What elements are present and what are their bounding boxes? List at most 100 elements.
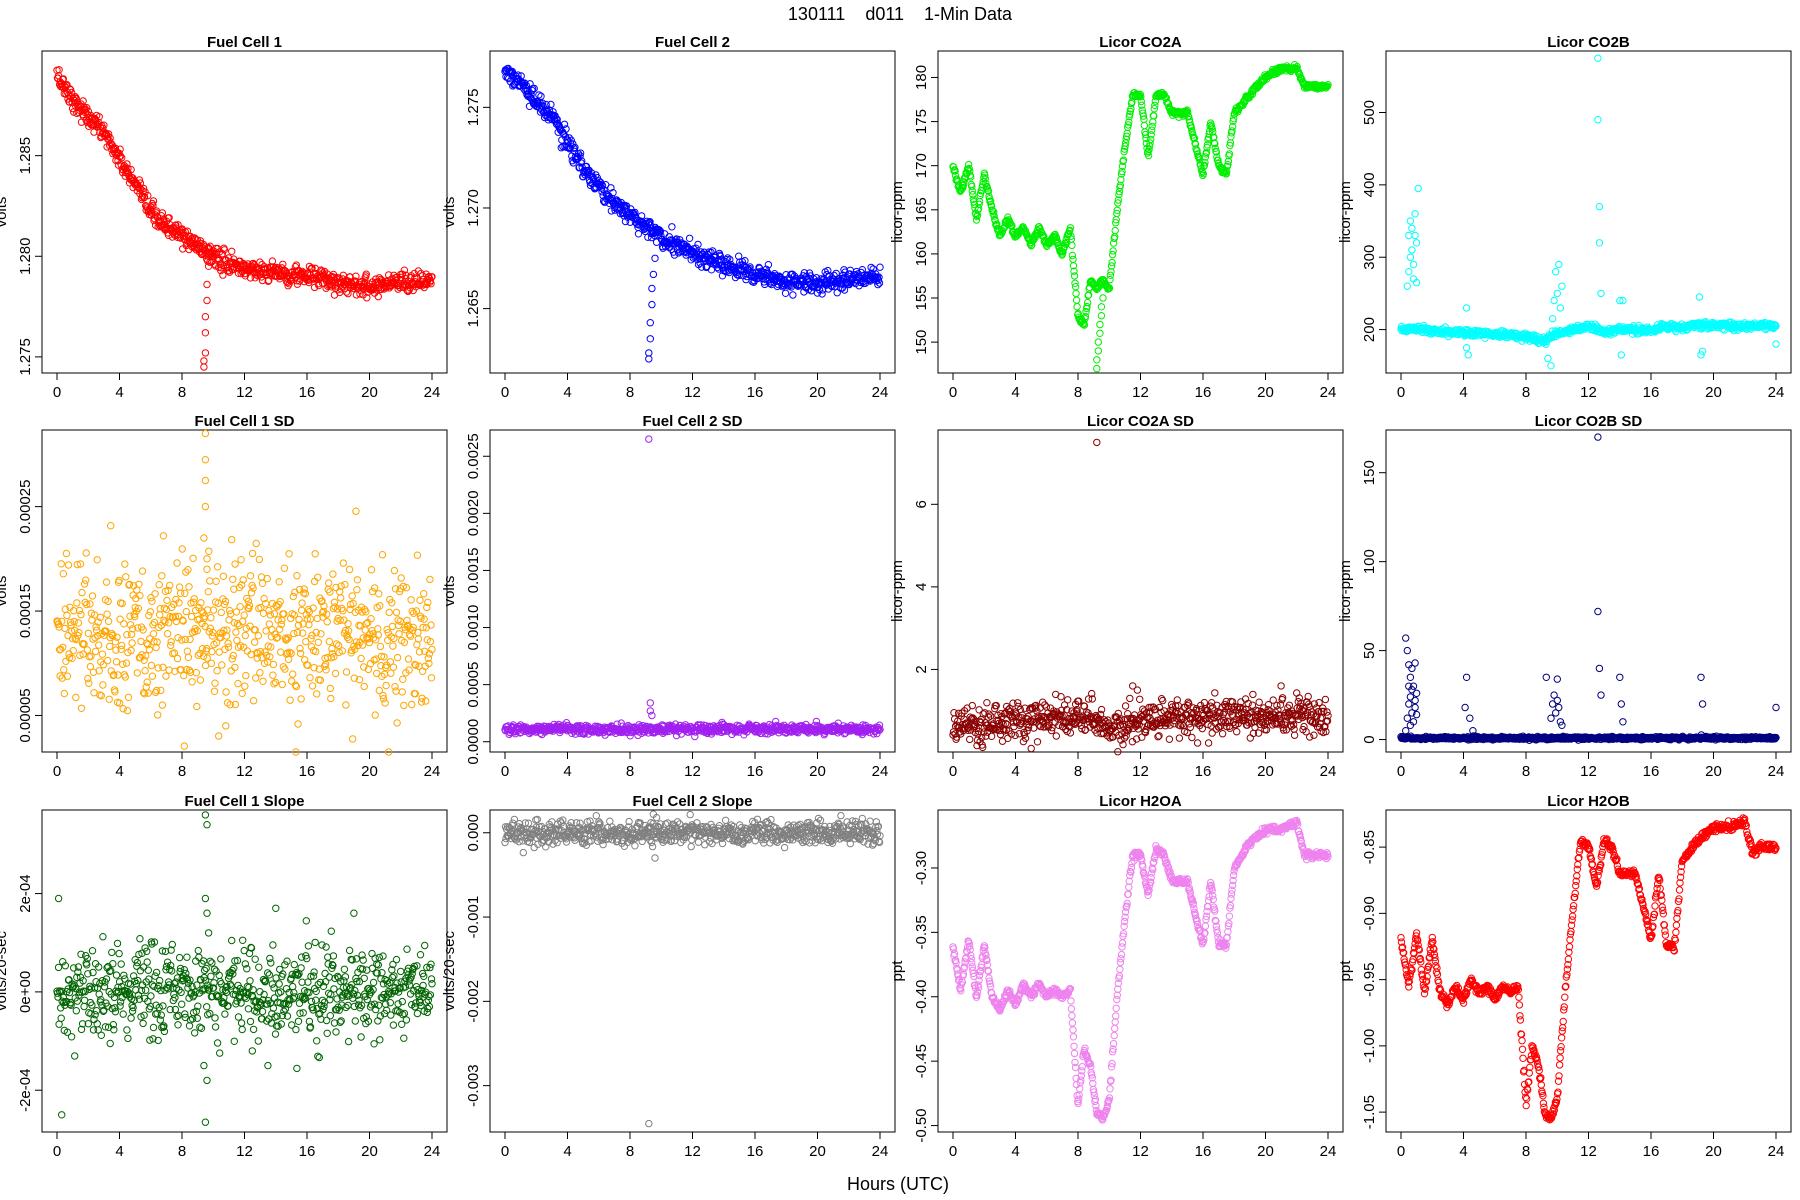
x-tick-label: 24	[424, 384, 441, 401]
data-point	[542, 100, 550, 109]
y-tick-label: 1.285	[17, 137, 34, 175]
data-point	[553, 115, 561, 124]
data-point	[567, 136, 575, 145]
y-tick-label: 0.00005	[17, 688, 34, 742]
series-points	[53, 66, 436, 371]
y-tick-label: 0.0005	[465, 662, 482, 708]
outlier-point	[201, 349, 210, 357]
y-tick-label: 400	[1361, 172, 1378, 197]
outlier-point	[651, 254, 659, 262]
y-tick-label: 0.0000	[465, 719, 482, 765]
data-point	[792, 280, 800, 288]
data-point	[975, 200, 983, 209]
data-point	[951, 167, 959, 175]
data-point	[833, 289, 841, 297]
outlier-point	[203, 296, 211, 305]
y-tick-label: 150	[913, 330, 930, 355]
data-point	[269, 263, 278, 271]
data-point	[559, 142, 567, 151]
data-point	[841, 268, 849, 276]
data-point	[958, 184, 966, 193]
data-point	[875, 273, 883, 281]
x-tick-label: 12	[684, 384, 701, 401]
data-point	[426, 277, 435, 285]
data-point	[100, 121, 108, 129]
data-point	[685, 234, 694, 243]
data-point	[147, 203, 155, 212]
y-tick-label: 1.280	[17, 238, 34, 276]
x-tick-label: 8	[178, 763, 186, 780]
x-tick-label: 24	[872, 763, 889, 780]
data-point	[818, 286, 827, 294]
panel-title: Licor CO2B	[1547, 34, 1630, 51]
x-tick-label: 12	[1132, 384, 1149, 401]
y-axis-label: volts	[0, 576, 10, 607]
data-point	[549, 108, 557, 116]
y-tick-label: 165	[913, 197, 930, 222]
data-point	[382, 284, 390, 292]
y-tick-label: 180	[913, 65, 930, 90]
data-point	[726, 255, 734, 264]
data-point	[557, 144, 565, 152]
data-point	[428, 273, 436, 281]
data-point	[538, 99, 547, 107]
data-point	[398, 276, 406, 284]
y-axis-label: volts	[0, 197, 10, 228]
panel-title: Licor CO2A	[1099, 34, 1182, 51]
y-tick-label: 160	[913, 241, 930, 266]
y-axis-label: volts	[441, 197, 458, 228]
x-tick-label: 0	[53, 763, 61, 780]
x-tick-label: 0	[53, 384, 61, 401]
data-point	[249, 265, 258, 273]
data-point	[824, 266, 832, 275]
outlier-point	[201, 313, 210, 321]
data-point	[973, 211, 982, 220]
data-point	[984, 187, 993, 195]
x-tick-label: 24	[424, 763, 441, 780]
x-tick-label: 12	[236, 384, 253, 401]
x-tick-label: 24	[1320, 763, 1337, 780]
x-tick-label: 4	[115, 763, 123, 780]
x-tick-label: 4	[1011, 384, 1019, 401]
y-axis-label: licor-ppm	[1337, 181, 1354, 243]
x-tick-label: 8	[1074, 763, 1082, 780]
data-point	[876, 263, 884, 271]
data-point	[982, 179, 990, 188]
data-point	[246, 274, 255, 282]
data-point	[741, 257, 749, 265]
data-point	[535, 91, 543, 99]
data-point	[90, 128, 98, 136]
y-tick-label: 0.0015	[465, 548, 482, 594]
x-tick-label: 4	[115, 384, 123, 401]
y-tick-label: 0.0010	[465, 605, 482, 651]
data-point	[265, 276, 273, 285]
data-point	[576, 149, 585, 157]
data-point	[986, 197, 995, 205]
data-point	[414, 267, 423, 275]
data-point	[124, 164, 132, 173]
data-point	[346, 273, 354, 281]
data-point	[342, 288, 351, 296]
x-tick-label: 0	[501, 384, 509, 401]
data-point	[106, 134, 114, 142]
data-point	[508, 67, 516, 76]
data-point	[514, 71, 522, 79]
x-tick-label: 8	[1522, 384, 1530, 401]
data-point	[409, 286, 417, 295]
data-point	[587, 169, 596, 177]
data-point	[972, 216, 981, 224]
series-points	[501, 64, 884, 363]
data-point	[694, 240, 702, 249]
data-point	[72, 94, 81, 103]
x-tick-label: 4	[563, 384, 571, 401]
data-point	[560, 120, 569, 129]
x-tick-label: 20	[809, 763, 826, 780]
figure-title: 130111 d011 1-Min Data	[788, 4, 1013, 24]
x-tick-label: 4	[1011, 763, 1019, 780]
data-point	[724, 254, 732, 262]
x-tick-label: 8	[626, 763, 634, 780]
data-point	[123, 168, 132, 176]
outlier-point	[649, 270, 658, 279]
data-point	[672, 235, 681, 243]
